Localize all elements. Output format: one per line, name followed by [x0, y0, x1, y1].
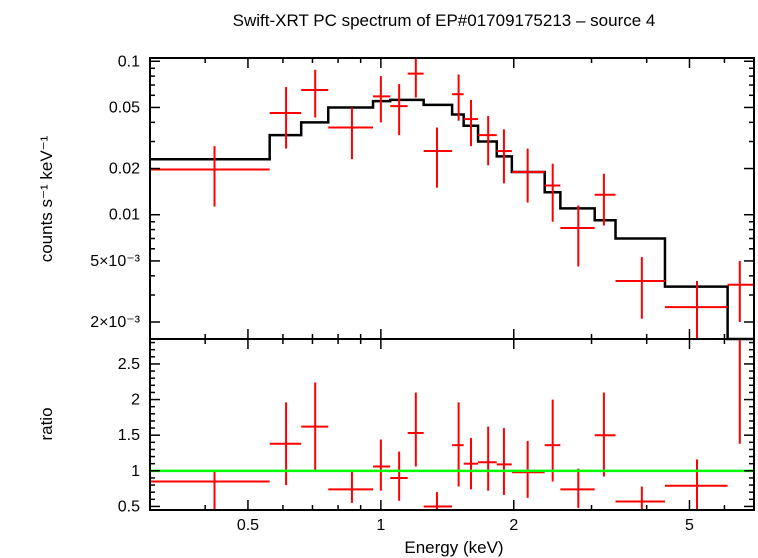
x-axis-label: Energy (keV) [404, 538, 503, 557]
ratio-y-tick-label: 1 [131, 463, 140, 480]
spectrum-data-point [463, 99, 479, 147]
spectrum-y-tick-label: 0.1 [118, 53, 140, 70]
spectrum-data-point [150, 146, 270, 207]
model-step-line [150, 98, 754, 341]
x-tick-label: 2 [509, 517, 518, 534]
spectrum-data-point [544, 163, 561, 222]
y-axis-label-spectrum: counts s⁻¹ keV⁻¹ [37, 135, 56, 262]
spectrum-data-point [511, 148, 545, 203]
spectrum-y-tick-label: 0.05 [109, 99, 140, 116]
spectrum-data-point [328, 107, 374, 160]
ratio-data-point [328, 470, 374, 503]
ratio-data-point [560, 468, 595, 508]
ratio-panel: 0.5 1 2 5 0.5 1 1.5 2 2.5 [118, 338, 755, 534]
spectrum-data-point [727, 260, 754, 323]
ratio-y-tick-label: 2.5 [118, 356, 140, 373]
spectrum-data-point [390, 84, 408, 136]
ratio-data-point [452, 402, 464, 487]
spectrum-y-tick-label: 5×10⁻³ [90, 253, 140, 270]
spectrum-data-point [269, 86, 302, 149]
spectrum-frame [149, 57, 755, 340]
spectrum-data-point [560, 205, 595, 267]
spectrum-data-point [423, 127, 453, 188]
ratio-data-point [373, 439, 391, 491]
x-tick-label: 0.5 [237, 517, 259, 534]
spectrum-data-point [664, 281, 728, 339]
spectrum-data-point [496, 129, 512, 184]
spectrum-data-point [373, 76, 391, 123]
ratio-data-point [301, 382, 329, 471]
spectrum-y-tick-label: 0.02 [109, 161, 140, 178]
ratio-y-tick-label: 2 [131, 392, 140, 409]
ratio-y-tick-label: 1.5 [118, 427, 140, 444]
ratio-data-point [407, 392, 424, 467]
ratio-data-point [150, 470, 270, 510]
ratio-data-point [463, 438, 479, 490]
x-tick-label: 1 [376, 517, 385, 534]
x-tick-label: 5 [685, 517, 694, 534]
ratio-data-point [511, 440, 545, 498]
ratio-data-point [269, 402, 302, 486]
ratio-frame [149, 338, 755, 511]
ratio-data-point [478, 426, 497, 491]
spectrum-panel: 0.1 0.05 0.02 0.01 5×10⁻³ 2×10⁻³ [90, 53, 755, 341]
spectrum-data-point [478, 115, 497, 166]
ratio-data-point [664, 459, 728, 510]
spectrum-y-tick-label: 2×10⁻³ [90, 314, 140, 331]
y-axis-label-ratio: ratio [37, 407, 56, 440]
spectrum-data-point [452, 74, 464, 121]
ratio-y-tick-label: 0.5 [118, 498, 140, 515]
spectrum-data-point [594, 173, 616, 226]
ratio-data-point [496, 428, 512, 496]
ratio-data-point [594, 392, 616, 477]
ratio-data-point [615, 486, 665, 510]
chart-title: Swift-XRT PC spectrum of EP#01709175213 … [233, 11, 656, 30]
spectrum-y-tick-label: 0.01 [109, 207, 140, 224]
spectrum-data-point [301, 69, 329, 118]
ratio-data-point [423, 492, 453, 510]
ratio-data-point [544, 399, 561, 482]
ratio-data-point [390, 451, 408, 501]
spectrum-data-point [615, 257, 665, 319]
spectrum-data-point [407, 58, 424, 98]
